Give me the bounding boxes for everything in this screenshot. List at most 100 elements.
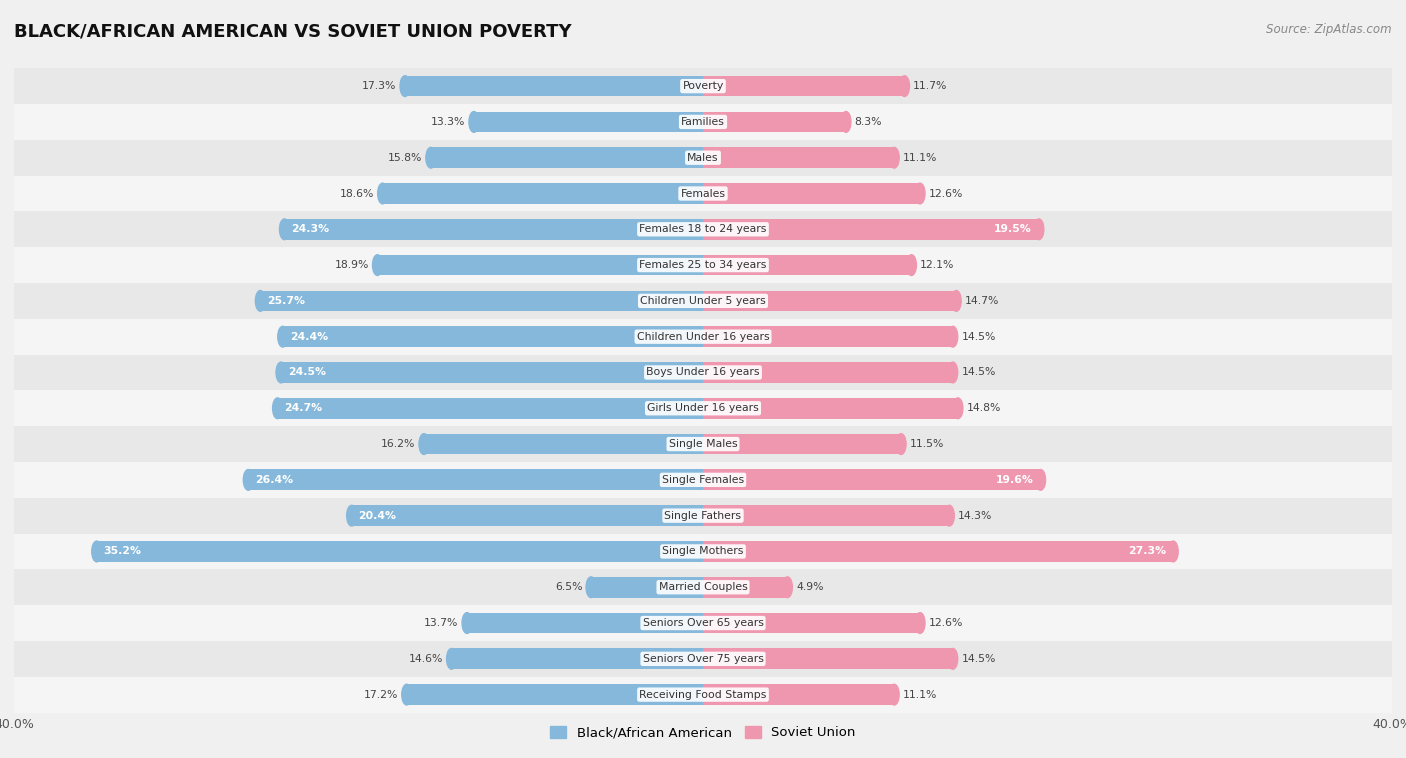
Bar xyxy=(14,534,1392,569)
Text: 25.7%: 25.7% xyxy=(267,296,305,306)
Bar xyxy=(382,183,703,204)
Text: 14.3%: 14.3% xyxy=(957,511,993,521)
Text: 18.9%: 18.9% xyxy=(335,260,368,270)
Text: Single Females: Single Females xyxy=(662,475,744,485)
Circle shape xyxy=(402,684,412,705)
Bar xyxy=(14,283,1392,319)
Bar xyxy=(14,426,1392,462)
Bar xyxy=(283,326,703,347)
Bar xyxy=(281,362,703,383)
Text: 17.3%: 17.3% xyxy=(363,81,396,91)
Bar xyxy=(14,569,1392,605)
Text: 18.6%: 18.6% xyxy=(340,189,374,199)
Text: Girls Under 16 years: Girls Under 16 years xyxy=(647,403,759,413)
Circle shape xyxy=(447,648,457,669)
Text: 26.4%: 26.4% xyxy=(256,475,294,485)
Text: 17.2%: 17.2% xyxy=(364,690,398,700)
Circle shape xyxy=(243,469,253,490)
Bar xyxy=(703,111,846,133)
Text: Females 25 to 34 years: Females 25 to 34 years xyxy=(640,260,766,270)
Bar xyxy=(14,677,1392,713)
Text: Seniors Over 75 years: Seniors Over 75 years xyxy=(643,654,763,664)
Bar xyxy=(260,290,703,312)
Circle shape xyxy=(889,147,900,168)
Bar xyxy=(703,255,911,275)
Circle shape xyxy=(782,577,793,597)
Bar xyxy=(703,648,953,669)
Bar xyxy=(591,577,703,597)
Text: BLACK/AFRICAN AMERICAN VS SOVIET UNION POVERTY: BLACK/AFRICAN AMERICAN VS SOVIET UNION P… xyxy=(14,23,572,41)
Text: Children Under 5 years: Children Under 5 years xyxy=(640,296,766,306)
Circle shape xyxy=(347,506,357,526)
Text: Single Males: Single Males xyxy=(669,439,737,449)
Circle shape xyxy=(1168,541,1178,562)
Bar xyxy=(430,147,703,168)
Circle shape xyxy=(948,648,957,669)
Bar xyxy=(405,76,703,96)
Bar xyxy=(14,176,1392,211)
Circle shape xyxy=(952,290,962,312)
Text: Females 18 to 24 years: Females 18 to 24 years xyxy=(640,224,766,234)
Text: Seniors Over 65 years: Seniors Over 65 years xyxy=(643,618,763,628)
Bar xyxy=(377,255,703,275)
Circle shape xyxy=(915,612,925,634)
Circle shape xyxy=(915,183,925,204)
Text: 4.9%: 4.9% xyxy=(796,582,824,592)
Text: 14.6%: 14.6% xyxy=(409,654,443,664)
Bar xyxy=(703,362,953,383)
Bar xyxy=(14,139,1392,176)
Circle shape xyxy=(463,612,472,634)
Bar xyxy=(14,462,1392,498)
Bar xyxy=(703,76,904,96)
Text: 12.6%: 12.6% xyxy=(928,189,963,199)
Text: 12.1%: 12.1% xyxy=(920,260,955,270)
Circle shape xyxy=(470,111,479,133)
Text: Poverty: Poverty xyxy=(682,81,724,91)
Circle shape xyxy=(426,147,436,168)
Bar xyxy=(703,434,901,455)
Bar xyxy=(474,111,703,133)
Bar xyxy=(703,541,1173,562)
Text: 24.5%: 24.5% xyxy=(288,368,326,377)
Circle shape xyxy=(586,577,596,597)
Bar xyxy=(703,147,894,168)
Circle shape xyxy=(419,434,429,455)
Text: Single Fathers: Single Fathers xyxy=(665,511,741,521)
Text: 11.1%: 11.1% xyxy=(903,152,938,163)
Text: 24.4%: 24.4% xyxy=(290,332,328,342)
Bar xyxy=(703,326,953,347)
Bar xyxy=(406,684,703,705)
Bar xyxy=(14,498,1392,534)
Bar xyxy=(703,469,1040,490)
Bar xyxy=(703,183,920,204)
Circle shape xyxy=(280,219,290,240)
Bar xyxy=(703,398,957,418)
Text: 13.7%: 13.7% xyxy=(425,618,458,628)
Text: Families: Families xyxy=(681,117,725,127)
Circle shape xyxy=(896,434,905,455)
Text: Receiving Food Stamps: Receiving Food Stamps xyxy=(640,690,766,700)
Bar xyxy=(14,247,1392,283)
Bar xyxy=(703,684,894,705)
Bar xyxy=(425,434,703,455)
Circle shape xyxy=(948,326,957,347)
Text: 13.3%: 13.3% xyxy=(432,117,465,127)
Bar xyxy=(451,648,703,669)
Text: Children Under 16 years: Children Under 16 years xyxy=(637,332,769,342)
Circle shape xyxy=(907,255,917,275)
Circle shape xyxy=(1033,219,1043,240)
Bar xyxy=(249,469,703,490)
Bar xyxy=(14,319,1392,355)
Legend: Black/African American, Soviet Union: Black/African American, Soviet Union xyxy=(546,721,860,744)
Bar xyxy=(703,219,1039,240)
Text: 14.7%: 14.7% xyxy=(965,296,1000,306)
Bar xyxy=(14,104,1392,139)
Text: 14.8%: 14.8% xyxy=(966,403,1001,413)
Circle shape xyxy=(373,255,382,275)
Circle shape xyxy=(256,290,266,312)
Text: 14.5%: 14.5% xyxy=(962,654,995,664)
Circle shape xyxy=(900,76,910,96)
Text: 16.2%: 16.2% xyxy=(381,439,415,449)
Circle shape xyxy=(953,398,963,418)
Text: 12.6%: 12.6% xyxy=(928,618,963,628)
